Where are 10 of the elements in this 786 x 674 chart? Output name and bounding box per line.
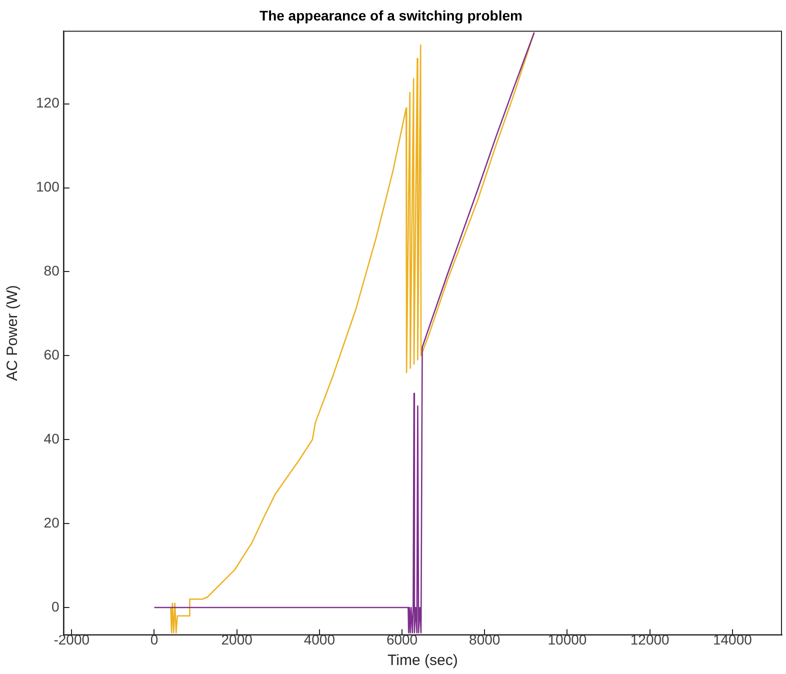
x-axis-title: Time (sec) <box>388 652 458 670</box>
y-tick-label: 0 <box>52 598 60 614</box>
y-tick-label: 20 <box>44 514 60 530</box>
y-tick-label: 40 <box>44 430 60 446</box>
y-tick-label: 60 <box>44 346 60 363</box>
y-axis-title: AC Power (W) <box>4 285 22 381</box>
y-tick-label: 120 <box>36 94 60 111</box>
chart-title: The appearance of a switching problem <box>260 7 522 24</box>
y-tick-label: 100 <box>36 178 60 195</box>
y-tick-label: 80 <box>44 262 60 279</box>
